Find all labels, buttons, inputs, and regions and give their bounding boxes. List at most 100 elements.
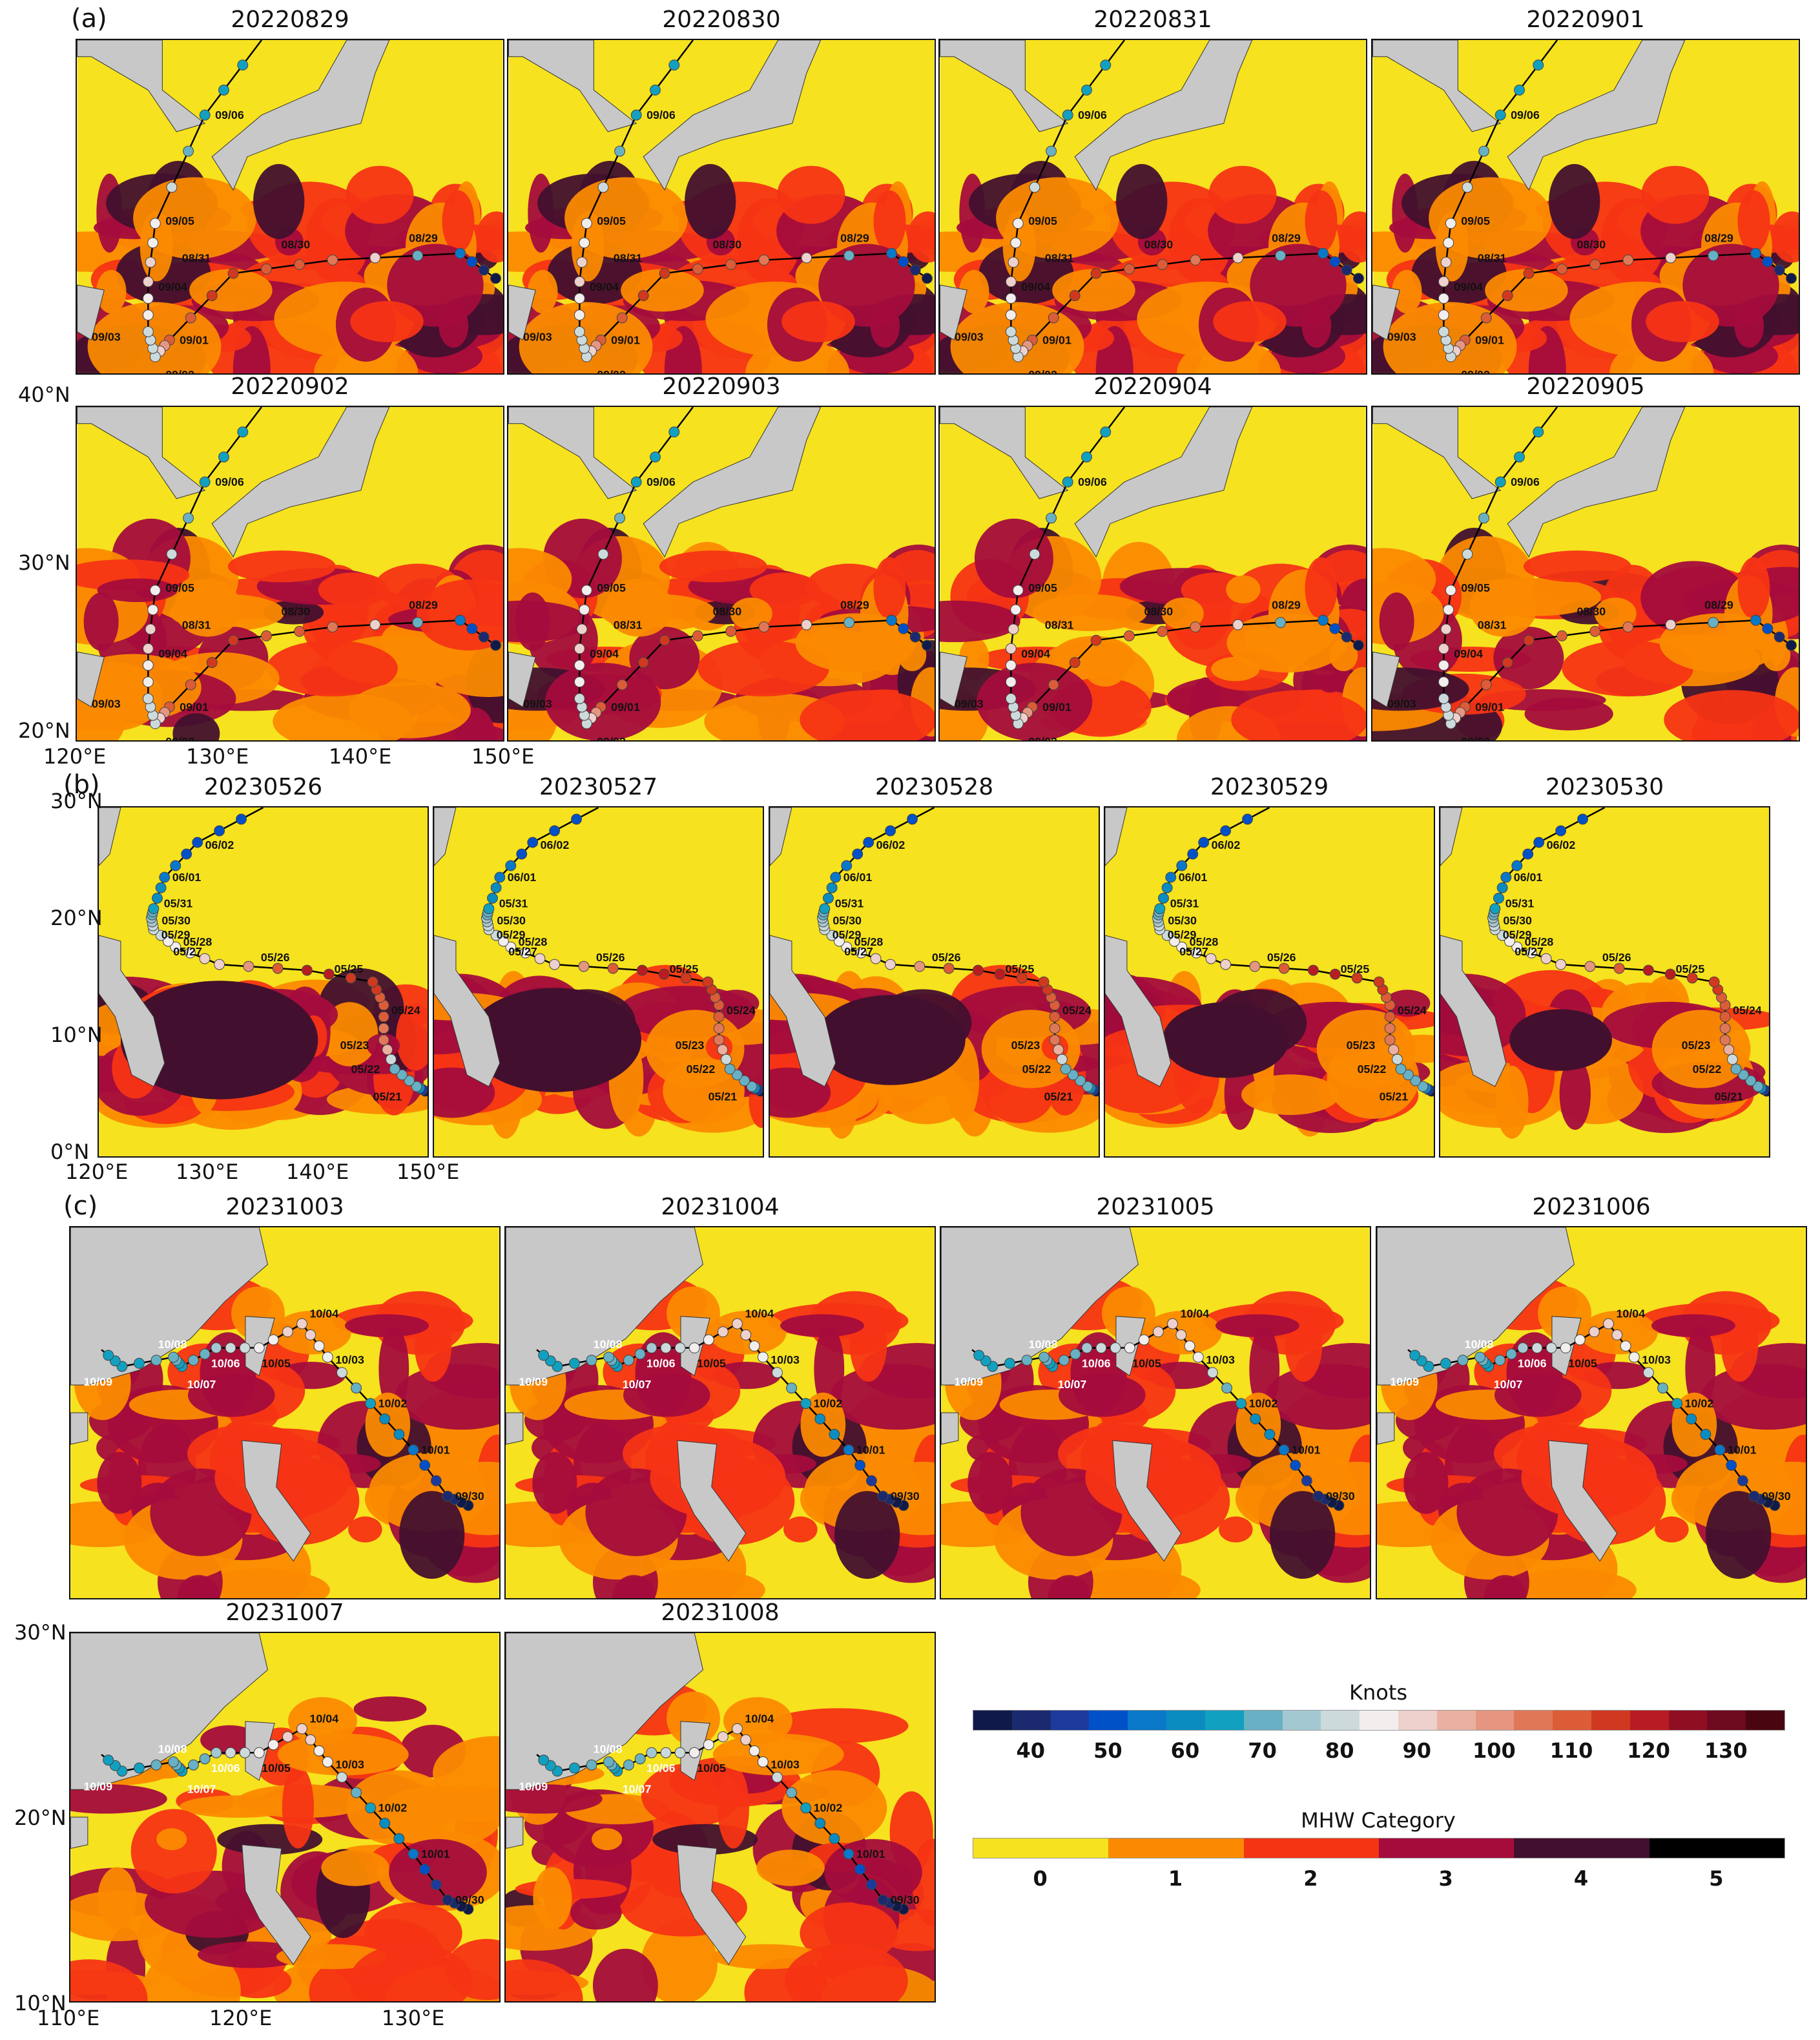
track-point-marker (597, 182, 609, 193)
track-point-marker (725, 626, 737, 637)
mhw-patch (641, 1922, 718, 2001)
track-point-marker (826, 930, 838, 941)
panel-date-title: 20220830 (662, 6, 781, 33)
track-point-marker (253, 1342, 265, 1353)
mhw-patch (629, 627, 700, 690)
map-panel: 09/30 10/01 10/02 10/03 10/04 10/05 10/06 10/07… (69, 1632, 501, 2003)
track-point-marker (534, 953, 546, 964)
track-date-label: 06/01 (508, 871, 537, 884)
track-point-marker (382, 1044, 393, 1056)
track-point-marker (378, 1034, 389, 1046)
track-point-marker (713, 1011, 725, 1023)
track-point-marker (1329, 623, 1341, 634)
track-date-label: 09/05 (597, 581, 626, 594)
track-date-label: 10/07 (1058, 1378, 1087, 1391)
track-date-label: 05/23 (340, 1039, 369, 1052)
land-mass (77, 651, 105, 708)
colorbar-swatch (1243, 1711, 1283, 1730)
track-point-marker (581, 218, 592, 229)
track-point-marker (739, 1075, 750, 1087)
track-point-marker (1053, 1044, 1064, 1056)
mhw-patch-category-4 (815, 995, 966, 1085)
track-point-marker (863, 837, 874, 848)
track-point-marker (142, 309, 154, 321)
track-date-label: 10/04 (1616, 1307, 1645, 1320)
lat-tick-label: 30°N (50, 789, 103, 813)
map-panel: 09/30 10/01 10/02 10/03 10/04 10/05 10/06 10/07… (940, 1226, 1371, 1599)
track-point-marker (574, 276, 585, 287)
track-point-marker (181, 848, 192, 860)
track-point-marker (1719, 1011, 1731, 1023)
track-point-marker (586, 1355, 597, 1366)
mhw-patch (1524, 697, 1613, 731)
track-point-marker (369, 619, 381, 630)
track-point-marker (973, 1349, 985, 1361)
mhw-patch (1485, 269, 1568, 312)
track-date-label: 09/02 (165, 735, 194, 740)
track-point-marker (351, 1787, 362, 1798)
track-point-marker (327, 255, 338, 265)
track-date-label: 09/02 (1028, 368, 1057, 373)
map-svg: 09/30 10/01 10/02 10/03 10/04 10/05 10/06 10/07… (506, 1227, 935, 1598)
track-point-marker (1730, 1063, 1742, 1075)
mhw-patch (849, 1307, 887, 1382)
mhw-patch (818, 244, 915, 327)
track-point-marker (1505, 1348, 1517, 1360)
track-point-marker (379, 1413, 391, 1425)
track-point-marker (574, 293, 585, 304)
track-point-marker (1176, 941, 1188, 953)
track-date-label: 05/31 (835, 897, 864, 910)
track-point-marker (367, 976, 378, 988)
track-date-label: 10/08 (158, 1743, 187, 1756)
track-point-marker (1440, 1358, 1451, 1369)
track-point-marker (322, 1351, 333, 1363)
track-date-label: 10/08 (158, 1338, 187, 1351)
mhw-patch (1231, 690, 1366, 740)
track-point-marker (659, 267, 670, 279)
mhw-patch (1329, 639, 1358, 672)
track-point-marker (1686, 972, 1698, 984)
lat-tick-label: 20°N (14, 1806, 67, 1830)
track-point-marker (877, 1490, 889, 1502)
track-date-label: 08/31 (1478, 251, 1507, 264)
track-date-label: 09/06 (646, 109, 676, 121)
track-date-label: 10/04 (309, 1307, 338, 1320)
track-point-marker (637, 290, 649, 302)
track-point-marker (578, 961, 590, 972)
track-point-marker (616, 679, 628, 691)
track-point-marker (1642, 964, 1654, 976)
track-date-label: 05/26 (596, 951, 625, 964)
track-point-marker (148, 903, 160, 915)
track-date-label: 10/09 (519, 1780, 548, 1793)
track-date-label: 10/05 (697, 1357, 726, 1369)
track-point-marker (1525, 947, 1537, 959)
track-point-marker (1556, 263, 1567, 275)
track-point-marker (1523, 267, 1535, 279)
track-point-marker (1493, 893, 1504, 904)
track-date-label: 05/30 (832, 914, 862, 927)
track-point-marker (1517, 1342, 1529, 1353)
lon-tick-label: 140°E (329, 744, 392, 769)
track-point-marker (1157, 626, 1168, 637)
track-point-marker (1480, 679, 1492, 691)
track-date-label: 08/30 (1577, 605, 1606, 618)
colorbar-swatch (1514, 1838, 1649, 1858)
track-point-marker (646, 1342, 657, 1353)
track-point-marker (852, 848, 863, 860)
track-point-marker (145, 623, 156, 635)
mhw-patch (1659, 613, 1781, 673)
track-point-marker (972, 964, 984, 976)
track-point-marker (1474, 1351, 1485, 1363)
mhw-patch (1506, 1332, 1563, 1415)
lat-tick-label: 30°N (14, 1620, 67, 1645)
track-point-marker (574, 660, 585, 671)
track-point-marker (922, 640, 933, 651)
mhw-patch (350, 301, 424, 342)
track-point-marker (634, 1348, 646, 1360)
track-point-marker (772, 1367, 783, 1379)
track-point-marker (1307, 964, 1319, 976)
mhw-patch (1215, 1314, 1299, 1337)
colorbar-swatch (1166, 1711, 1205, 1730)
track-point-marker (516, 848, 528, 860)
panel-date-title: 20220904 (1093, 373, 1212, 400)
